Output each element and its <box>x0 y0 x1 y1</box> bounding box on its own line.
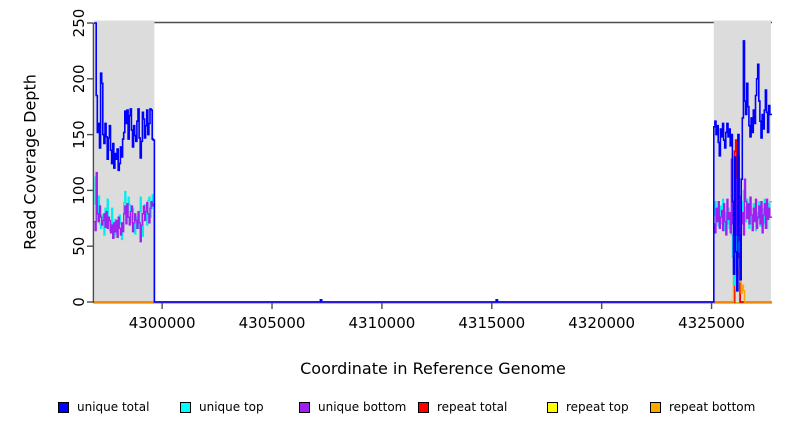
y-tick-label: 100 <box>70 176 88 205</box>
y-tick-label: 0 <box>70 297 88 307</box>
x-axis-title: Coordinate in Reference Genome <box>300 359 566 378</box>
x-tick-label: 4320000 <box>568 314 635 332</box>
legend-item-repeat-bottom: repeat bottom <box>650 398 755 416</box>
legend-label: unique total <box>77 400 150 414</box>
legend-label: unique top <box>199 400 264 414</box>
series-path-repeat-total <box>94 139 772 303</box>
legend-label: repeat bottom <box>669 400 756 414</box>
y-tick-label: 250 <box>70 9 88 38</box>
series-path-unique-top <box>94 176 772 303</box>
legend-label: repeat top <box>566 400 629 414</box>
legend-item-repeat-top: repeat top <box>547 398 629 416</box>
plot-canvas: 0 50 100 150 200 250 4300000 4305000 4310000 4315… <box>70 9 772 332</box>
legend-item-repeat-total: repeat total <box>418 398 507 416</box>
legend-item-unique-top: unique top <box>180 398 264 416</box>
x-tick-label: 4310000 <box>348 314 415 332</box>
x-tick-label: 4325000 <box>678 314 745 332</box>
legend-item-unique-total: unique total <box>58 398 149 416</box>
legend-item-unique-bottom: unique bottom <box>299 398 406 416</box>
legend-swatch-icon <box>547 401 558 413</box>
legend-swatch-icon <box>180 401 191 413</box>
legend: unique total unique top unique bottom repea… <box>0 396 792 422</box>
legend-swatch-icon <box>58 401 69 413</box>
legend-swatch-icon <box>650 401 661 413</box>
y-tick-label: 50 <box>70 237 88 256</box>
y-tick-label: 150 <box>70 120 88 149</box>
legend-swatch-icon <box>299 401 310 413</box>
series-path-unique-bottom <box>94 158 772 303</box>
series-path-unique-total <box>94 22 772 303</box>
x-tick-label: 4305000 <box>239 314 306 332</box>
x-tick-label: 4300000 <box>129 314 196 332</box>
series-path-repeat-bottom <box>94 267 772 303</box>
legend-swatch-icon <box>418 401 429 413</box>
y-tick-label: 200 <box>70 64 88 93</box>
highlight-region-0 <box>94 20 155 302</box>
y-axis-title: Read Coverage Depth <box>20 74 40 250</box>
legend-label: repeat total <box>437 400 508 414</box>
x-tick-label: 4315000 <box>458 314 525 332</box>
legend-label: unique bottom <box>318 400 407 414</box>
